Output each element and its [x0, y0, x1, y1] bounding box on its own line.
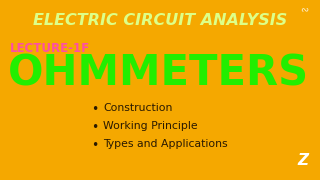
Text: •: • — [92, 103, 99, 116]
Text: Z: Z — [297, 153, 308, 168]
Text: OHMMETERS: OHMMETERS — [7, 53, 308, 95]
Text: LECTURE-1F: LECTURE-1F — [10, 42, 90, 55]
Text: Types and Applications: Types and Applications — [103, 139, 228, 149]
Text: Construction: Construction — [103, 103, 172, 113]
Text: ∾: ∾ — [300, 5, 308, 15]
Text: ELECTRIC CIRCUIT ANALYSIS: ELECTRIC CIRCUIT ANALYSIS — [33, 13, 287, 28]
Text: Working Principle: Working Principle — [103, 121, 198, 131]
Text: •: • — [92, 139, 99, 152]
Text: •: • — [92, 121, 99, 134]
